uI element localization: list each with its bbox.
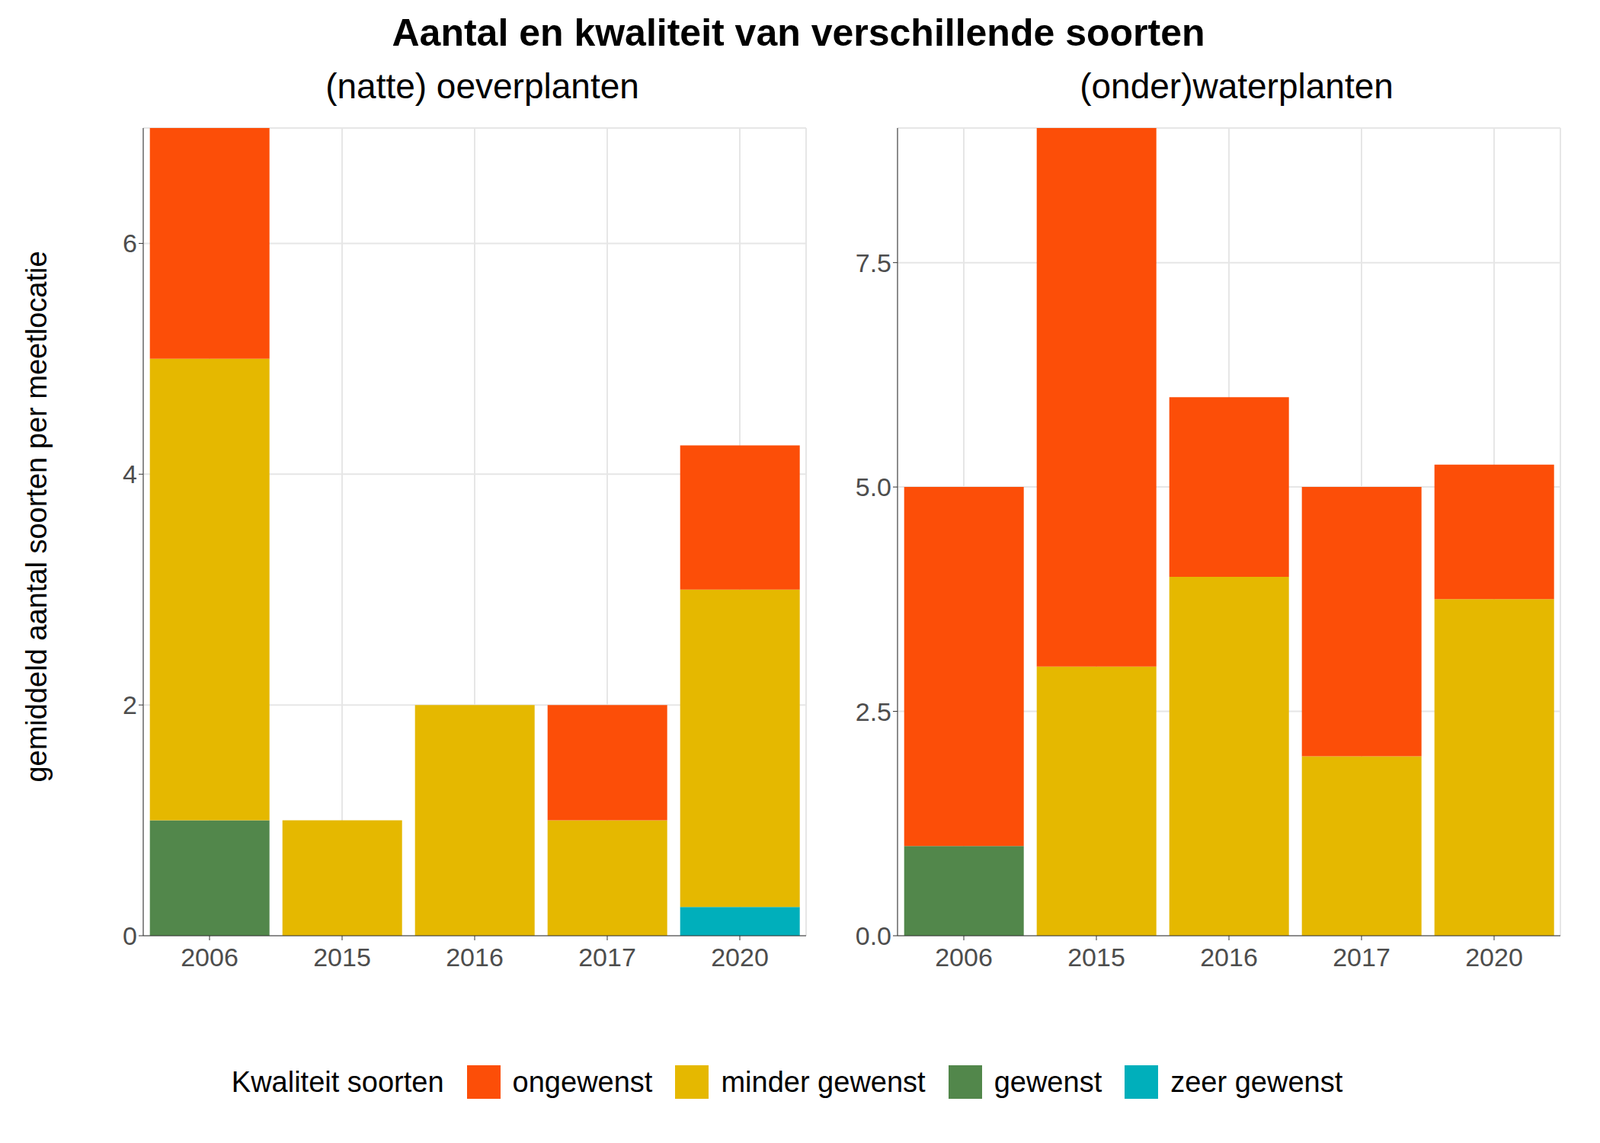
svg-text:2006: 2006 bbox=[180, 942, 239, 972]
html-text:(natte) oeverplanten: (natte) oeverplanten bbox=[325, 66, 640, 106]
svg-text:2015: 2015 bbox=[1067, 942, 1126, 972]
svg-text:5.0: 5.0 bbox=[855, 472, 892, 502]
html-text:ongewenst: ongewenst bbox=[512, 1065, 653, 1098]
svg-text:6: 6 bbox=[122, 228, 138, 258]
svg-text:2.5: 2.5 bbox=[855, 697, 892, 727]
html-text:Kwaliteit soorten: Kwaliteit soorten bbox=[231, 1065, 444, 1098]
html-text:minder gewenst: minder gewenst bbox=[721, 1065, 926, 1098]
svg-text:2020: 2020 bbox=[710, 942, 769, 972]
html-text:gemiddeld aantal soorten per m: gemiddeld aantal soorten per meetlocatie bbox=[20, 250, 53, 783]
svg-text:2020: 2020 bbox=[1465, 942, 1524, 972]
html-text:gewenst: gewenst bbox=[994, 1065, 1102, 1098]
html-text:zeer gewenst: zeer gewenst bbox=[1170, 1065, 1343, 1098]
svg-text:4: 4 bbox=[122, 459, 138, 489]
svg-text:2016: 2016 bbox=[1200, 942, 1258, 972]
svg-text:2017: 2017 bbox=[1332, 942, 1391, 972]
svg-text:2016: 2016 bbox=[445, 942, 504, 972]
html-text:Aantal en kwaliteit van versch: Aantal en kwaliteit van verschillende so… bbox=[392, 11, 1205, 55]
svg-text:2017: 2017 bbox=[578, 942, 637, 972]
svg-text:0.0: 0.0 bbox=[855, 921, 892, 951]
svg-text:0: 0 bbox=[122, 921, 138, 951]
svg-text:7.5: 7.5 bbox=[855, 248, 892, 278]
svg-text:2006: 2006 bbox=[934, 942, 993, 972]
svg-text:2: 2 bbox=[122, 690, 138, 720]
svg-text:2015: 2015 bbox=[313, 942, 372, 972]
html-text:(onder)waterplanten: (onder)waterplanten bbox=[1079, 66, 1394, 106]
